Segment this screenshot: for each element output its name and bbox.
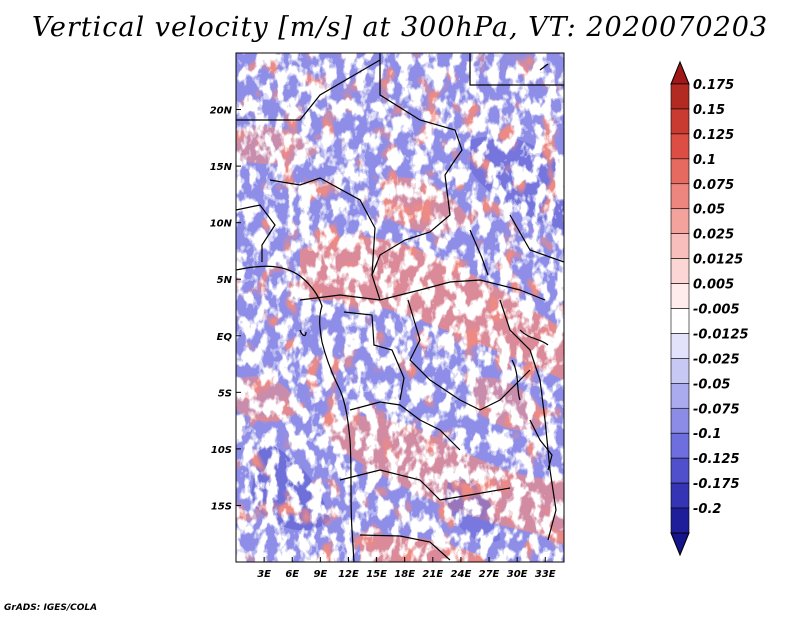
colorbar: 0.175 0.15 0.125 0.1 0.075 0.05 0.025 0.0125 0.0… bbox=[670, 60, 749, 557]
colorbar-swatch bbox=[670, 383, 690, 409]
colorbar-swatch bbox=[670, 258, 690, 284]
lat-tick-label: 10S bbox=[211, 445, 232, 456]
map-title: Vertical velocity [m/s] at 300hPa, VT: 2… bbox=[31, 12, 769, 43]
colorbar-label: 0.125 bbox=[693, 128, 734, 143]
colorbar-label: -0.025 bbox=[693, 352, 740, 367]
lon-tick-label: 12E bbox=[338, 569, 359, 580]
colorbar-label: 0.0125 bbox=[693, 253, 743, 268]
lat-tick-label: 5S bbox=[218, 388, 232, 399]
colorbar-swatch bbox=[670, 507, 690, 534]
colorbar-swatch bbox=[670, 333, 690, 359]
grads-credit: GrADS: IGES/COLA bbox=[4, 603, 98, 613]
colorbar-swatch bbox=[670, 358, 690, 384]
lon-tick-label: 24E bbox=[451, 569, 472, 580]
colorbar-swatch bbox=[670, 457, 690, 484]
map-frame bbox=[235, 52, 565, 563]
latitude-axis: 20N 15N 10N 5N EQ 5S 10S 15S bbox=[210, 106, 241, 512]
colorbar-label: 0.025 bbox=[693, 228, 734, 243]
lon-tick-label: 9E bbox=[313, 569, 327, 580]
colorbar-top-arrow bbox=[670, 60, 690, 85]
lat-tick-label: EQ bbox=[217, 332, 233, 343]
lat-tick-label: 10N bbox=[210, 219, 233, 230]
lon-tick-label: 21E bbox=[422, 569, 443, 580]
colorbar-label: 0.1 bbox=[693, 153, 716, 168]
colorbar-swatch bbox=[670, 283, 690, 309]
colorbar-label: 0.15 bbox=[693, 103, 725, 118]
colorbar-swatch bbox=[670, 407, 690, 434]
colorbar-label: -0.2 bbox=[693, 502, 721, 517]
colorbar-swatch bbox=[670, 482, 690, 509]
colorbar-swatch bbox=[670, 158, 690, 185]
colorbar-label: -0.175 bbox=[693, 477, 740, 492]
lat-tick-label: 15N bbox=[210, 162, 233, 173]
lon-tick-label: 33E bbox=[535, 569, 556, 580]
colorbar-swatch bbox=[670, 208, 690, 234]
lat-tick-label: 5N bbox=[217, 275, 233, 286]
lat-tick-label: 15S bbox=[211, 501, 232, 512]
colorbar-label: -0.075 bbox=[693, 402, 740, 417]
lon-tick-label: 15E bbox=[366, 569, 387, 580]
lat-tick-label: 20N bbox=[210, 106, 233, 117]
colorbar-swatch bbox=[670, 83, 690, 110]
longitude-axis: 3E 6E 9E 12E 15E 18E 21E 24E 27E 30E 33E bbox=[257, 557, 556, 580]
colorbar-label: 0.05 bbox=[693, 203, 725, 218]
colorbar-label: 0.075 bbox=[693, 178, 734, 193]
lon-tick-label: 6E bbox=[285, 569, 299, 580]
velocity-field bbox=[236, 53, 564, 562]
colorbar-bottom-arrow bbox=[670, 532, 690, 557]
colorbar-swatch bbox=[670, 108, 690, 135]
colorbar-swatch bbox=[670, 308, 690, 334]
lon-tick-label: 18E bbox=[394, 569, 415, 580]
country-borders bbox=[236, 53, 564, 562]
colorbar-label: -0.0125 bbox=[693, 327, 749, 342]
lon-tick-label: 27E bbox=[479, 569, 500, 580]
colorbar-swatch bbox=[670, 233, 690, 259]
colorbar-swatch bbox=[670, 183, 690, 210]
colorbar-swatch bbox=[670, 432, 690, 459]
colorbar-label: -0.05 bbox=[693, 377, 730, 392]
colorbar-label: -0.1 bbox=[693, 427, 721, 442]
lon-tick-label: 3E bbox=[257, 569, 271, 580]
lon-tick-label: 30E bbox=[507, 569, 528, 580]
colorbar-swatch bbox=[670, 133, 690, 160]
colorbar-label: -0.005 bbox=[693, 303, 740, 318]
colorbar-label: -0.125 bbox=[693, 452, 740, 467]
colorbar-label: 0.175 bbox=[693, 78, 734, 93]
colorbar-label: 0.005 bbox=[693, 278, 734, 293]
